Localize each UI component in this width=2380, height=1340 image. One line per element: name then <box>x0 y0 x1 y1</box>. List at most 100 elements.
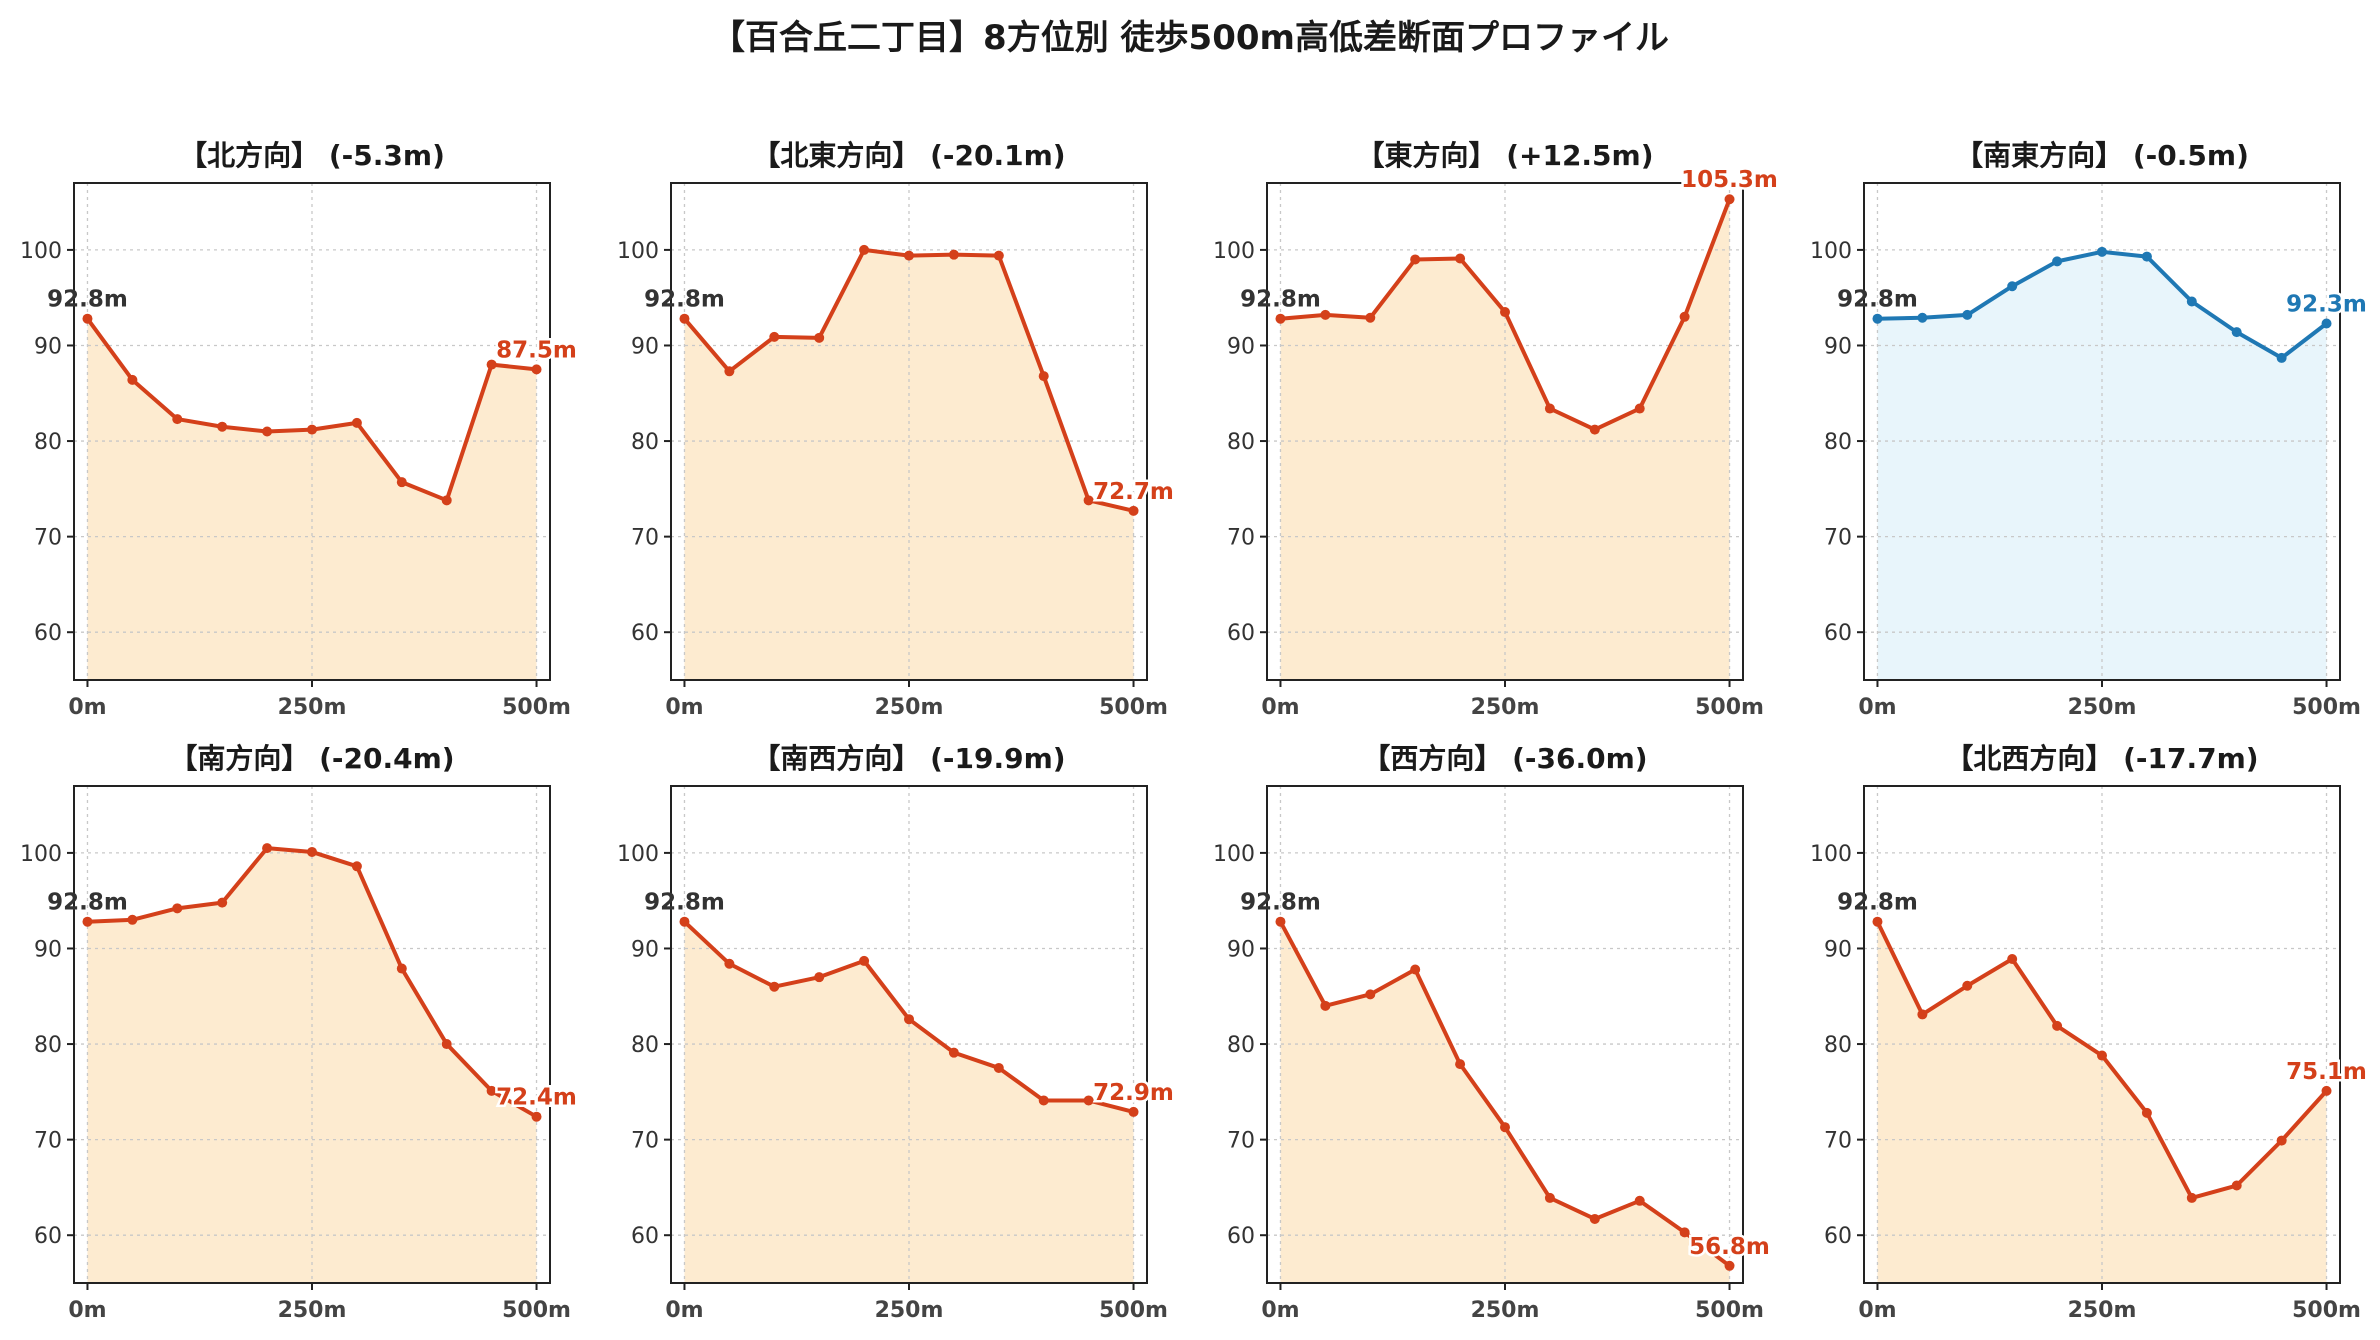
elevation-point <box>679 916 690 927</box>
elevation-point <box>1500 307 1510 318</box>
elevation-point <box>1724 194 1735 205</box>
elevation-point <box>2097 246 2107 257</box>
elevation-panel: 【南西方向】 (-19.9m) 60 70 80 90 100 0m 250m 500m 92.8… <box>617 742 1176 1323</box>
elevation-point <box>1724 1260 1735 1271</box>
elevation-panel: 【南東方向】 (-0.5m) 60 70 80 90 100 0m 250m 500m 92.8m… <box>1810 139 2369 720</box>
y-tick-label: 70 <box>631 1129 659 1154</box>
y-tick-label: 90 <box>34 334 62 359</box>
elevation-point <box>486 1085 497 1096</box>
elevation-point <box>172 414 183 425</box>
elevation-point <box>531 1111 542 1122</box>
elevation-panel: 【北方向】 (-5.3m) 60 70 80 90 100 0m 250m 500m 92.8m 8… <box>20 139 579 720</box>
panel-title: 【西方向】 (-36.0m) <box>1362 742 1647 775</box>
elevation-point <box>172 903 183 914</box>
end-elevation-label: 92.3m <box>2286 291 2367 317</box>
y-tick-label: 90 <box>631 937 659 962</box>
elevation-area <box>1280 199 1730 680</box>
y-tick-label: 100 <box>617 842 659 867</box>
y-tick-label: 100 <box>617 239 659 264</box>
elevation-point <box>1544 1192 1555 1203</box>
end-elevation-label: 72.7m <box>1093 479 1174 505</box>
y-tick-label: 100 <box>20 842 62 867</box>
elevation-point <box>769 331 780 342</box>
panel-title: 【北東方向】 (-20.1m) <box>752 139 1065 172</box>
start-elevation-label: 92.8m <box>1837 890 1918 916</box>
elevation-point <box>724 958 735 969</box>
elevation-point <box>1679 1227 1690 1238</box>
x-tick-label: 0m <box>1261 1298 1299 1323</box>
y-tick-label: 100 <box>1810 842 1852 867</box>
elevation-point <box>2321 1085 2332 1096</box>
y-tick-label: 100 <box>1213 239 1255 264</box>
elevation-point <box>441 495 452 506</box>
elevation-point <box>1917 1009 1928 1020</box>
elevation-point <box>814 972 825 983</box>
elevation-point <box>1275 916 1286 927</box>
x-tick-label: 500m <box>1099 1298 1168 1323</box>
x-tick-label: 0m <box>68 1298 106 1323</box>
elevation-point <box>2231 327 2242 338</box>
elevation-point <box>1038 1095 1049 1106</box>
elevation-panel: 【北西方向】 (-17.7m) 60 70 80 90 100 0m 250m 500m 92.8… <box>1810 742 2369 1323</box>
elevation-point <box>1679 311 1690 322</box>
elevation-point <box>2276 1135 2287 1146</box>
panel-title: 【北西方向】 (-17.7m) <box>1945 742 2258 775</box>
start-elevation-label: 92.8m <box>47 287 128 313</box>
elevation-point <box>2007 281 2018 292</box>
elevation-point <box>531 364 542 375</box>
x-tick-label: 250m <box>875 695 944 720</box>
y-tick-label: 70 <box>34 1129 62 1154</box>
y-tick-label: 70 <box>631 526 659 551</box>
start-elevation-label: 92.8m <box>1240 287 1321 313</box>
elevation-point <box>351 417 362 428</box>
y-tick-label: 90 <box>1824 334 1852 359</box>
elevation-point <box>814 332 825 343</box>
elevation-point <box>904 250 914 261</box>
x-tick-label: 500m <box>2292 1298 2361 1323</box>
elevation-point <box>1275 313 1286 324</box>
y-tick-label: 80 <box>1824 430 1852 455</box>
x-tick-label: 0m <box>665 695 703 720</box>
elevation-point <box>262 426 273 437</box>
x-tick-label: 250m <box>2068 1298 2137 1323</box>
y-tick-label: 80 <box>34 1033 62 1058</box>
x-tick-label: 0m <box>665 1298 703 1323</box>
elevation-area <box>87 848 537 1283</box>
elevation-point <box>724 366 735 377</box>
elevation-point <box>2186 1192 2197 1203</box>
elevation-point <box>859 955 870 966</box>
elevation-point <box>1634 1195 1645 1206</box>
x-tick-label: 0m <box>1858 1298 1896 1323</box>
y-tick-label: 60 <box>631 1224 659 1249</box>
elevation-point <box>904 1014 914 1025</box>
y-tick-label: 90 <box>1227 937 1255 962</box>
elevation-point <box>1410 964 1421 975</box>
x-tick-label: 500m <box>502 695 571 720</box>
elevation-point <box>1589 424 1600 435</box>
elevation-point <box>396 963 407 974</box>
elevation-point <box>2052 1020 2063 1031</box>
elevation-point <box>1320 309 1331 320</box>
start-elevation-label: 92.8m <box>644 890 725 916</box>
elevation-point <box>307 424 317 435</box>
elevation-point <box>217 897 228 908</box>
elevation-point <box>2276 352 2287 363</box>
elevation-point <box>2186 296 2197 307</box>
end-elevation-label: 75.1m <box>2286 1059 2367 1085</box>
elevation-point <box>486 359 497 370</box>
x-tick-label: 500m <box>2292 695 2361 720</box>
elevation-point <box>1128 1106 1139 1117</box>
elevation-panel: 【北東方向】 (-20.1m) 60 70 80 90 100 0m 250m 500m 92.8… <box>617 139 1176 720</box>
y-tick-label: 90 <box>631 334 659 359</box>
elevation-point <box>217 421 228 432</box>
elevation-point <box>859 244 870 255</box>
elevation-point <box>1634 403 1645 414</box>
elevation-point <box>1083 1095 1094 1106</box>
panel-title: 【南東方向】 (-0.5m) <box>1955 139 2249 172</box>
elevation-point <box>1083 495 1094 506</box>
elevation-point <box>1962 309 1973 320</box>
elevation-point <box>1872 313 1883 324</box>
elevation-point <box>82 313 93 324</box>
elevation-point <box>127 374 138 385</box>
y-tick-label: 70 <box>1227 526 1255 551</box>
